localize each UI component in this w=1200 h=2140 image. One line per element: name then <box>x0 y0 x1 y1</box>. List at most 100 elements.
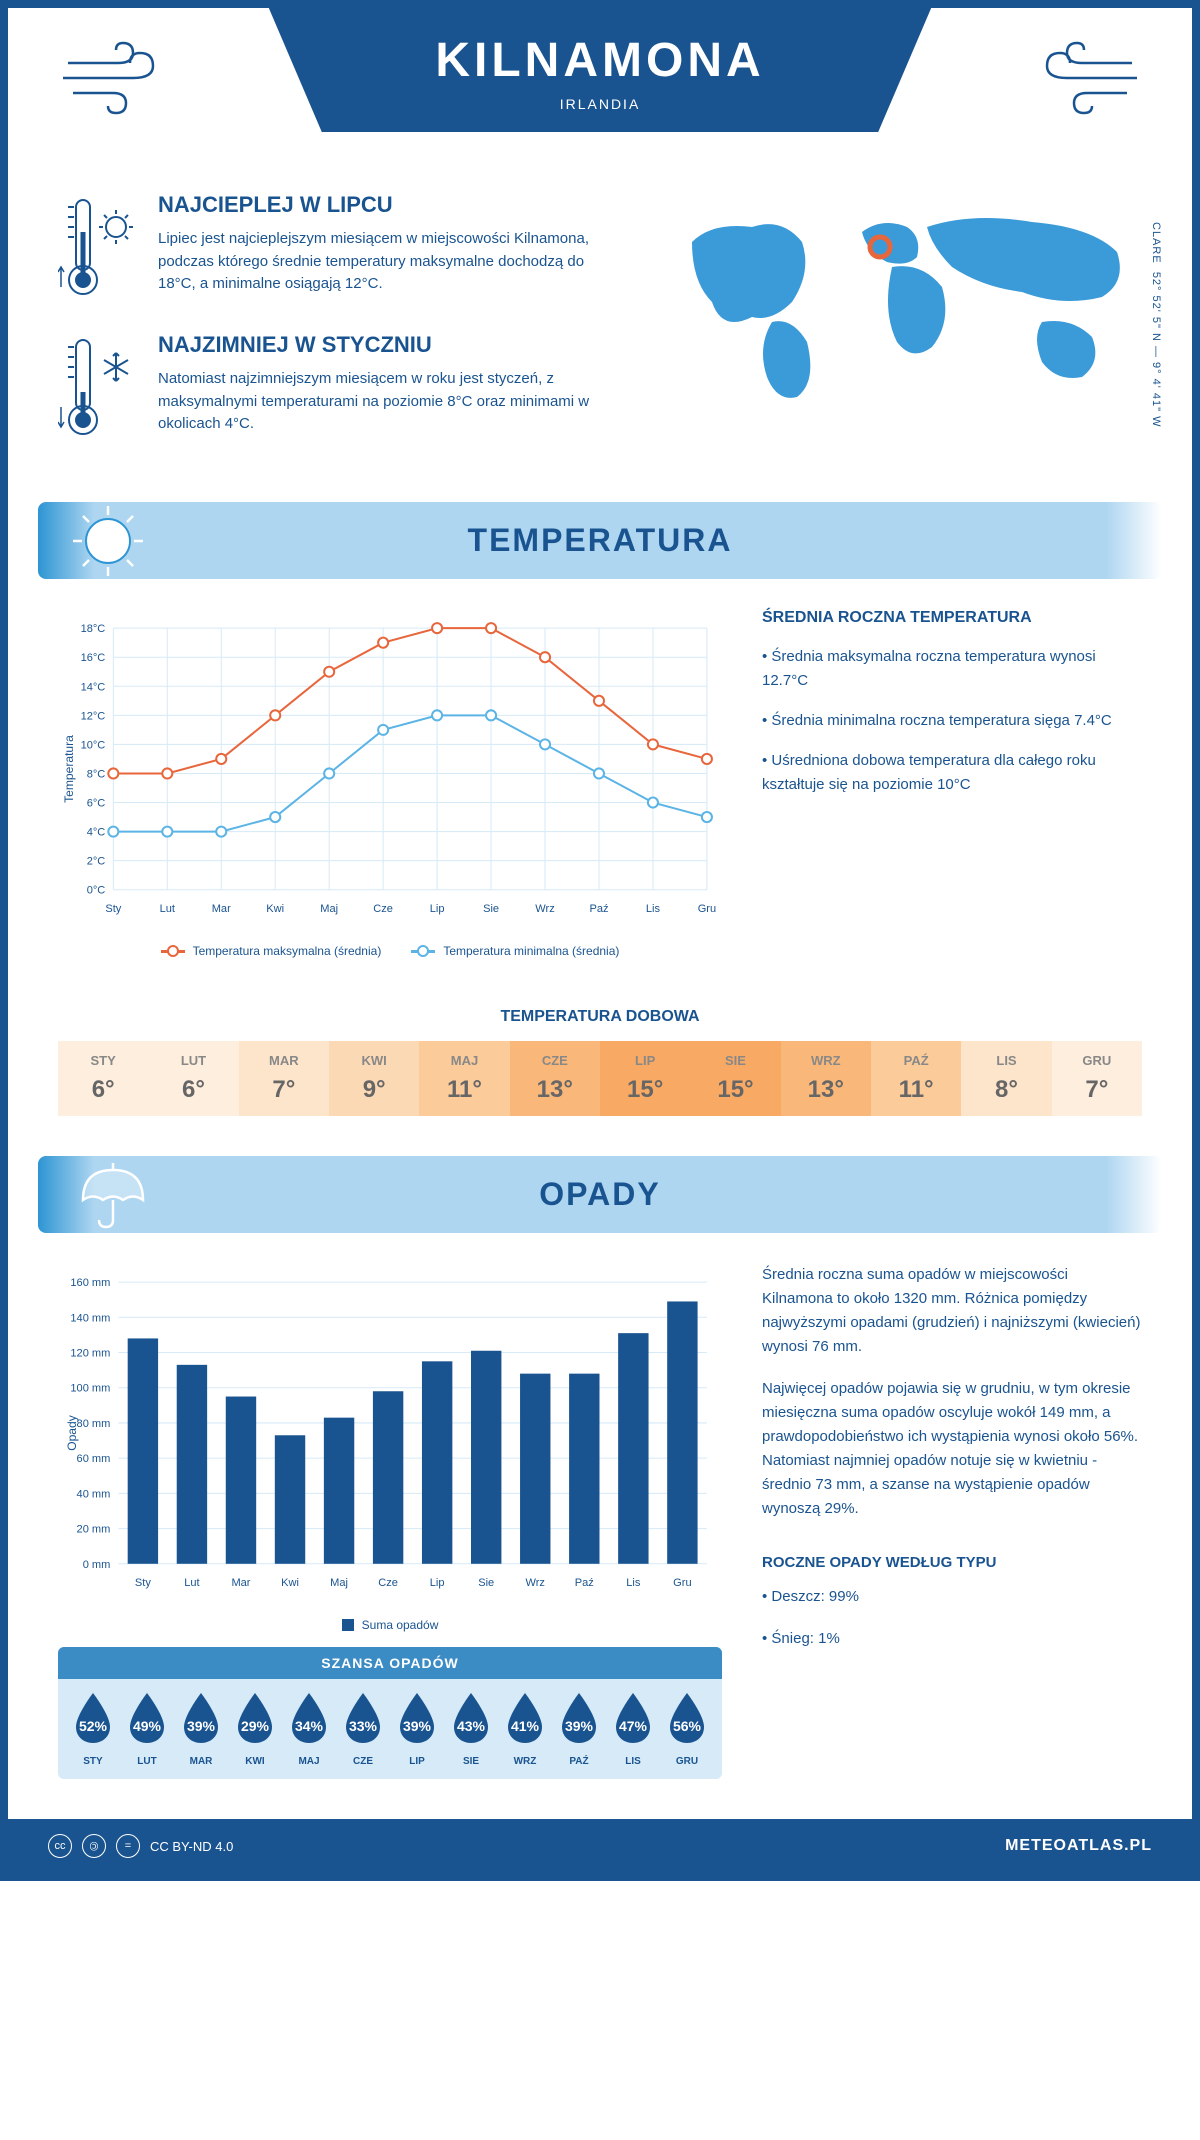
svg-text:6°C: 6°C <box>87 798 106 810</box>
svg-text:Maj: Maj <box>330 1577 348 1589</box>
svg-text:8°C: 8°C <box>87 768 106 780</box>
cold-block: NAJZIMNIEJ W STYCZNIU Natomiast najzimni… <box>58 332 622 442</box>
coordinates: CLARE 52° 52' 5" N — 9° 4' 41" W <box>1150 222 1162 427</box>
temp-section: 0°C2°C4°C6°C8°C10°C12°C14°C16°C18°CStyLu… <box>8 609 1192 988</box>
precip-legend-label: Suma opadów <box>362 1618 439 1632</box>
svg-text:Opady: Opady <box>65 1415 79 1451</box>
city-title: KILNAMONA <box>329 33 871 88</box>
svg-text:52%: 52% <box>79 1718 108 1734</box>
precip-legend: Suma opadów <box>58 1618 722 1632</box>
precip-header: OPADY <box>38 1156 1162 1233</box>
svg-text:Sie: Sie <box>478 1577 494 1589</box>
daily-cell: KWI9° <box>329 1041 419 1116</box>
svg-text:100 mm: 100 mm <box>70 1383 110 1395</box>
chance-cell: 39%PAŹ <box>552 1691 606 1767</box>
precip-type-title: ROCZNE OPADY WEDŁUG TYPU <box>762 1551 1142 1575</box>
chance-cell: 49%LUT <box>120 1691 174 1767</box>
svg-text:47%: 47% <box>619 1718 648 1734</box>
footer: cc 🄯 = CC BY-ND 4.0 METEOATLAS.PL <box>8 1819 1192 1873</box>
precip-title: OPADY <box>38 1176 1162 1213</box>
chance-title: SZANSA OPADÓW <box>58 1647 722 1679</box>
daily-cell: LIP15° <box>600 1041 690 1116</box>
svg-text:10°C: 10°C <box>81 739 106 751</box>
svg-text:39%: 39% <box>403 1718 432 1734</box>
legend-min: Temperatura minimalna (średnia) <box>443 944 619 958</box>
daily-cell: SIE15° <box>690 1041 780 1116</box>
chance-cell: 56%GRU <box>660 1691 714 1767</box>
daily-cell: PAŹ11° <box>871 1041 961 1116</box>
svg-text:Gru: Gru <box>673 1577 691 1589</box>
svg-text:33%: 33% <box>349 1718 378 1734</box>
svg-text:Cze: Cze <box>373 903 393 915</box>
daily-cell: LUT6° <box>148 1041 238 1116</box>
daily-cell: CZE13° <box>510 1041 600 1116</box>
chance-row: 52%STY49%LUT39%MAR29%KWI34%MAJ33%CZE39%L… <box>58 1679 722 1767</box>
precip-p2: Najwięcej opadów pojawia się w grudniu, … <box>762 1377 1142 1521</box>
intro: NAJCIEPLEJ W LIPCU Lipiec jest najcieple… <box>8 162 1192 502</box>
svg-text:2°C: 2°C <box>87 856 106 868</box>
svg-text:Paź: Paź <box>589 903 608 915</box>
page: KILNAMONA IRLANDIA NAJCIEPLEJ W LIPCU Li… <box>0 0 1200 1881</box>
temp-bullet-1: • Średnia maksymalna roczna temperatura … <box>762 645 1142 693</box>
cold-text: Natomiast najzimniejszym miesiącem w rok… <box>158 368 622 436</box>
daily-title: TEMPERATURA DOBOWA <box>58 1008 1142 1026</box>
svg-text:160 mm: 160 mm <box>70 1277 110 1289</box>
precip-rain: • Deszcz: 99% <box>762 1585 1142 1609</box>
chance-cell: 34%MAJ <box>282 1691 336 1767</box>
temp-bullet-2: • Średnia minimalna roczna temperatura s… <box>762 709 1142 733</box>
chance-cell: 43%SIE <box>444 1691 498 1767</box>
temp-info: ŚREDNIA ROCZNA TEMPERATURA • Średnia mak… <box>762 609 1142 958</box>
svg-text:34%: 34% <box>295 1718 324 1734</box>
svg-text:29%: 29% <box>241 1718 270 1734</box>
svg-text:56%: 56% <box>673 1718 702 1734</box>
svg-text:Kwi: Kwi <box>266 903 284 915</box>
daily-grid: STY6°LUT6°MAR7°KWI9°MAJ11°CZE13°LIP15°SI… <box>58 1041 1142 1116</box>
svg-text:120 mm: 120 mm <box>70 1348 110 1360</box>
precip-p1: Średnia roczna suma opadów w miejscowośc… <box>762 1263 1142 1359</box>
precip-snow: • Śnieg: 1% <box>762 1627 1142 1651</box>
chance-cell: 47%LIS <box>606 1691 660 1767</box>
wind-icon <box>1022 38 1142 118</box>
nd-icon: = <box>116 1834 140 1858</box>
hot-title: NAJCIEPLEJ W LIPCU <box>158 192 622 218</box>
svg-text:Wrz: Wrz <box>526 1577 545 1589</box>
svg-text:Lut: Lut <box>160 903 175 915</box>
umbrella-icon <box>68 1155 148 1235</box>
chance-cell: 29%KWI <box>228 1691 282 1767</box>
chance-cell: 33%CZE <box>336 1691 390 1767</box>
svg-text:Lut: Lut <box>184 1577 199 1589</box>
svg-text:140 mm: 140 mm <box>70 1312 110 1324</box>
daily-cell: STY6° <box>58 1041 148 1116</box>
svg-text:14°C: 14°C <box>81 681 106 693</box>
svg-text:12°C: 12°C <box>81 710 106 722</box>
svg-text:Sty: Sty <box>105 903 121 915</box>
svg-text:Maj: Maj <box>320 903 338 915</box>
svg-text:Gru: Gru <box>698 903 716 915</box>
svg-text:Lip: Lip <box>430 903 445 915</box>
map-block: CLARE 52° 52' 5" N — 9° 4' 41" W <box>662 192 1142 472</box>
svg-text:Temperatura: Temperatura <box>62 735 76 803</box>
svg-text:80 mm: 80 mm <box>77 1418 111 1430</box>
svg-text:Kwi: Kwi <box>281 1577 299 1589</box>
footer-license: cc 🄯 = CC BY-ND 4.0 <box>48 1834 233 1858</box>
svg-text:40 mm: 40 mm <box>77 1488 111 1500</box>
daily-cell: MAJ11° <box>419 1041 509 1116</box>
svg-text:0 mm: 0 mm <box>83 1559 111 1571</box>
precip-chart-area: 0 mm 20 mm 40 mm 60 mm 80 mm 100 mm 120 mm 140 … <box>58 1263 722 1779</box>
daily-cell: GRU7° <box>1052 1041 1142 1116</box>
license-text: CC BY-ND 4.0 <box>150 1839 233 1854</box>
hot-text: Lipiec jest najcieplejszym miesiącem w m… <box>158 228 622 296</box>
svg-text:41%: 41% <box>511 1718 540 1734</box>
temp-bullet-3: • Uśredniona dobowa temperatura dla całe… <box>762 749 1142 797</box>
country-subtitle: IRLANDIA <box>329 96 871 112</box>
svg-text:Mar: Mar <box>231 1577 250 1589</box>
cc-icon: cc <box>48 1834 72 1858</box>
wind-icon <box>58 38 178 118</box>
svg-text:20 mm: 20 mm <box>77 1524 111 1536</box>
temp-header: TEMPERATURA <box>38 502 1162 579</box>
svg-text:60 mm: 60 mm <box>77 1453 111 1465</box>
precip-bar-chart: 0 mm 20 mm 40 mm 60 mm 80 mm 100 mm 120 mm 140 … <box>58 1263 722 1603</box>
svg-text:Sty: Sty <box>135 1577 151 1589</box>
svg-text:39%: 39% <box>565 1718 594 1734</box>
daily-cell: MAR7° <box>239 1041 329 1116</box>
